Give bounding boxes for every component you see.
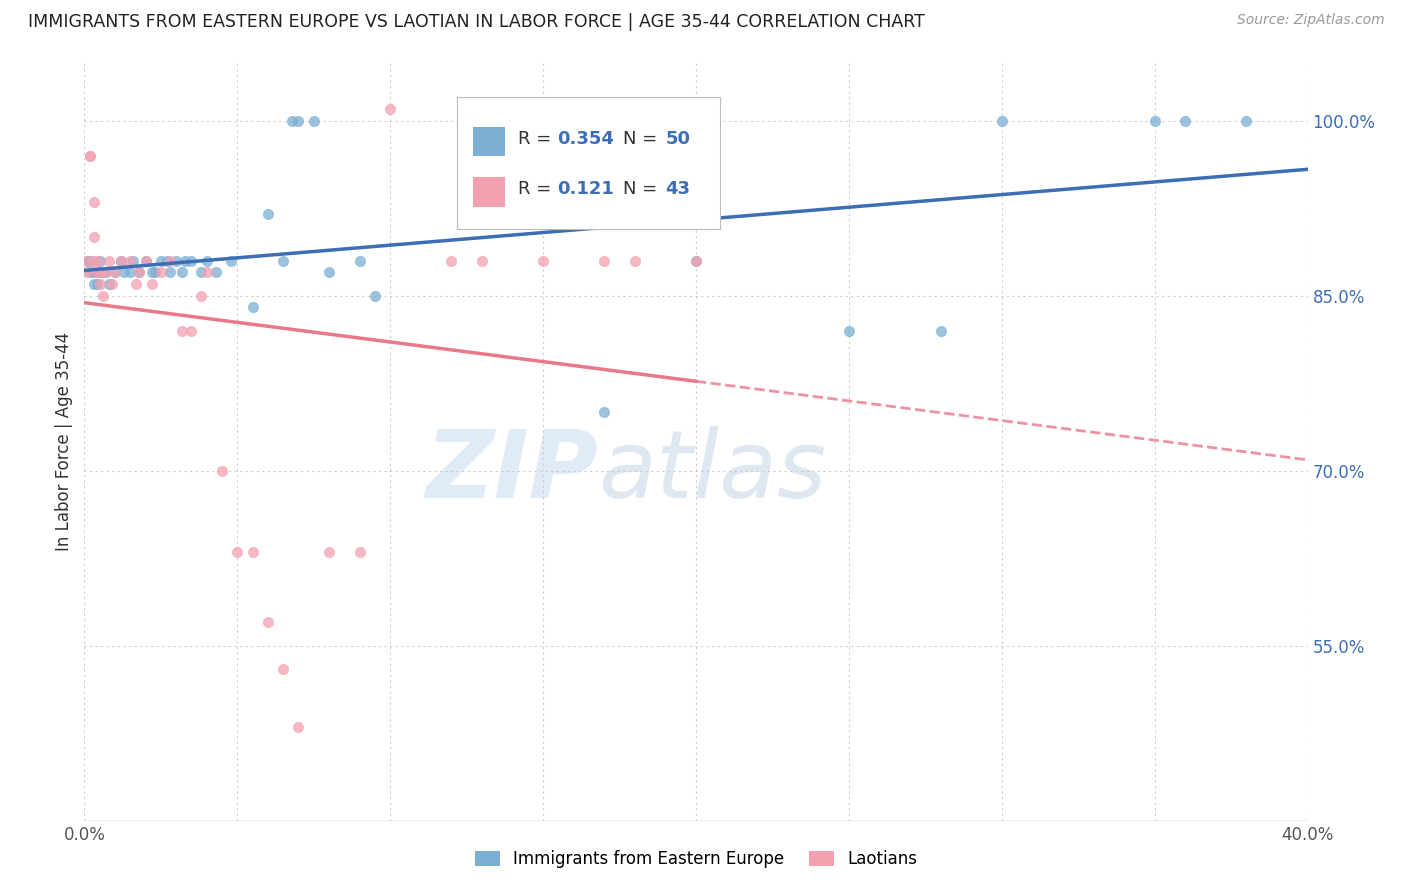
Point (83, 265, 105, 279)
Point (991, 113, 1014, 128)
Point (471, 253, 494, 268)
Point (219, 253, 242, 268)
Y-axis label: In Labor Force | Age 35-44: In Labor Force | Age 35-44 (55, 332, 73, 551)
Point (89, 277, 111, 291)
Point (120, 253, 142, 268)
Point (76, 253, 98, 268)
Point (349, 253, 371, 268)
Point (364, 289, 387, 303)
Point (180, 253, 202, 268)
Point (79, 149, 101, 163)
Point (79, 265, 101, 279)
Point (318, 545, 340, 559)
Point (531, 253, 554, 268)
Point (172, 324, 194, 338)
Point (104, 265, 127, 279)
Point (135, 253, 157, 268)
Point (195, 253, 218, 268)
Point (190, 265, 212, 279)
Point (141, 277, 163, 291)
Text: IMMIGRANTS FROM EASTERN EUROPE VS LAOTIAN IN LABOR FORCE | AGE 35-44 CORRELATION: IMMIGRANTS FROM EASTERN EUROPE VS LAOTIA… (28, 13, 925, 31)
Point (180, 324, 202, 338)
Point (94, 265, 117, 279)
Point (101, 277, 124, 291)
Point (141, 265, 163, 279)
Point (89, 253, 111, 268)
Point (156, 253, 179, 268)
Point (97, 277, 120, 291)
Point (685, 253, 707, 268)
Point (125, 277, 148, 291)
Point (128, 265, 150, 279)
Point (112, 265, 135, 279)
Point (104, 265, 127, 279)
Point (86, 277, 108, 291)
Point (318, 265, 340, 279)
Point (91, 289, 114, 303)
Point (257, 207, 280, 221)
Point (120, 265, 142, 279)
Point (257, 615, 280, 630)
Point (83, 277, 105, 291)
Point (226, 545, 249, 559)
Point (440, 253, 463, 268)
Point (190, 289, 212, 303)
Point (205, 265, 228, 279)
Text: Source: ZipAtlas.com: Source: ZipAtlas.com (1237, 13, 1385, 28)
Legend: Immigrants from Eastern Europe, Laotians: Immigrants from Eastern Europe, Laotians (467, 842, 925, 877)
Point (624, 253, 647, 268)
Point (242, 301, 264, 315)
Point (159, 265, 181, 279)
Point (83, 230, 105, 244)
Point (302, 113, 325, 128)
Point (593, 405, 616, 419)
Point (86, 265, 108, 279)
Point (838, 324, 860, 338)
Point (83, 253, 105, 268)
Point (89, 265, 111, 279)
Point (89, 265, 111, 279)
Point (110, 253, 132, 268)
Point (1174, 113, 1197, 128)
Point (1236, 113, 1258, 128)
Point (242, 545, 264, 559)
Point (94, 265, 117, 279)
Point (380, 102, 402, 116)
Point (349, 545, 371, 559)
Point (281, 113, 304, 128)
Point (110, 253, 132, 268)
Point (76, 265, 98, 279)
Point (929, 324, 952, 338)
Point (79, 149, 101, 163)
Point (135, 253, 157, 268)
Point (97, 253, 120, 268)
Point (165, 253, 187, 268)
Point (593, 253, 616, 268)
Point (271, 662, 294, 676)
Point (86, 265, 108, 279)
Point (143, 265, 166, 279)
Point (531, 195, 554, 210)
Text: atlas: atlas (598, 426, 827, 517)
Point (149, 253, 172, 268)
Point (172, 265, 194, 279)
Point (195, 265, 218, 279)
Point (174, 253, 197, 268)
Point (149, 265, 172, 279)
Point (211, 464, 233, 478)
Point (86, 253, 108, 268)
Point (79, 253, 101, 268)
Point (76, 253, 98, 268)
Point (271, 253, 294, 268)
Point (287, 720, 309, 734)
Point (287, 113, 309, 128)
Point (685, 253, 707, 268)
Point (128, 265, 150, 279)
Text: ZIP: ZIP (425, 425, 598, 518)
Point (122, 253, 145, 268)
Point (159, 253, 181, 268)
Point (83, 195, 105, 210)
Point (1143, 113, 1166, 128)
Point (91, 265, 114, 279)
